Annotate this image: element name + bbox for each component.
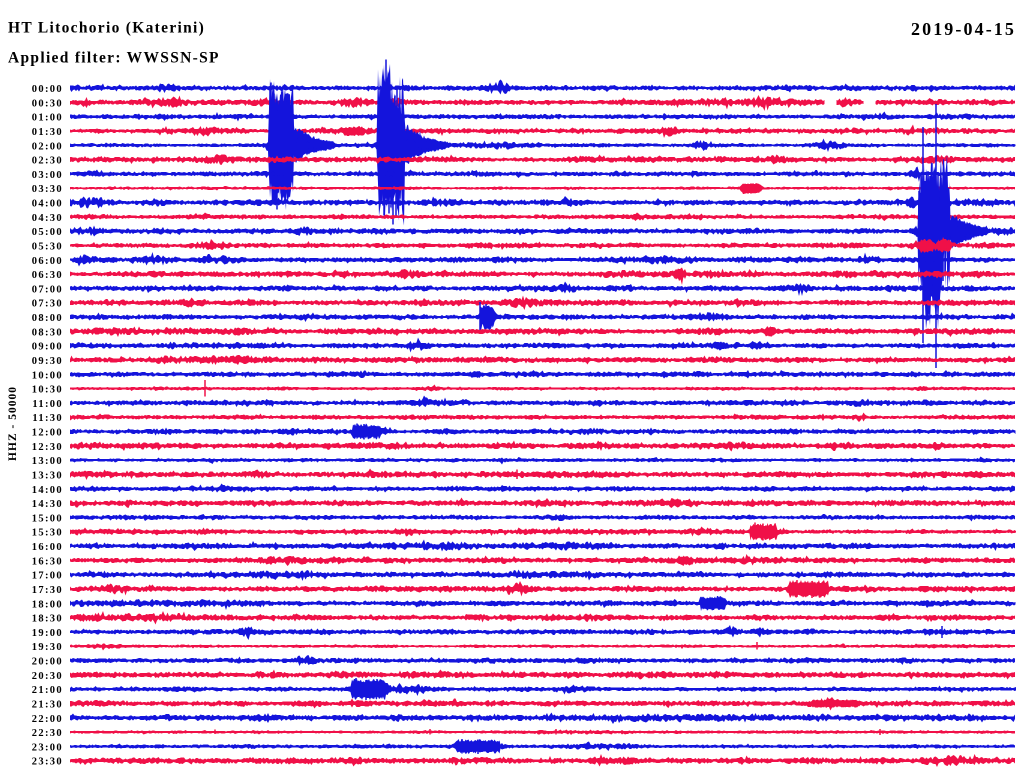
svg-text:22:30: 22:30 (32, 728, 63, 739)
svg-text:02:30: 02:30 (32, 156, 63, 167)
svg-text:14:30: 14:30 (32, 499, 63, 510)
svg-text:04:00: 04:00 (32, 199, 63, 210)
svg-text:08:00: 08:00 (32, 313, 63, 324)
svg-text:13:00: 13:00 (32, 456, 63, 467)
svg-text:15:00: 15:00 (32, 513, 63, 524)
svg-text:04:30: 04:30 (32, 213, 63, 224)
svg-text:2019-04-15: 2019-04-15 (911, 19, 1016, 39)
svg-text:11:30: 11:30 (32, 413, 63, 424)
svg-text:19:00: 19:00 (32, 628, 63, 639)
svg-text:10:30: 10:30 (32, 385, 63, 396)
svg-text:05:30: 05:30 (32, 241, 63, 252)
svg-text:12:00: 12:00 (32, 428, 63, 439)
svg-text:17:30: 17:30 (32, 585, 63, 596)
svg-text:18:00: 18:00 (32, 599, 63, 610)
svg-text:12:30: 12:30 (32, 442, 63, 453)
svg-text:21:00: 21:00 (32, 685, 63, 696)
svg-text:HHZ - 50000: HHZ - 50000 (7, 386, 19, 461)
svg-text:22:00: 22:00 (32, 714, 63, 725)
svg-text:16:30: 16:30 (32, 556, 63, 567)
svg-text:20:30: 20:30 (32, 671, 63, 682)
svg-text:15:30: 15:30 (32, 528, 63, 539)
svg-text:Applied filter: WWSSN-SP: Applied filter: WWSSN-SP (8, 50, 220, 67)
svg-text:21:30: 21:30 (32, 700, 63, 711)
svg-text:03:00: 03:00 (32, 170, 63, 181)
svg-text:00:00: 00:00 (32, 84, 63, 95)
svg-text:03:30: 03:30 (32, 184, 63, 195)
svg-text:23:30: 23:30 (32, 757, 63, 768)
svg-text:13:30: 13:30 (32, 471, 63, 482)
svg-text:08:30: 08:30 (32, 327, 63, 338)
svg-text:09:00: 09:00 (32, 342, 63, 353)
svg-text:06:30: 06:30 (32, 270, 63, 281)
svg-text:20:00: 20:00 (32, 657, 63, 668)
svg-text:02:00: 02:00 (32, 141, 63, 152)
svg-text:23:00: 23:00 (32, 742, 63, 753)
svg-text:19:30: 19:30 (32, 642, 63, 653)
svg-text:18:30: 18:30 (32, 614, 63, 625)
svg-text:16:00: 16:00 (32, 542, 63, 553)
svg-text:07:00: 07:00 (32, 284, 63, 295)
svg-text:10:00: 10:00 (32, 370, 63, 381)
svg-text:HT Litochorio (Katerini): HT Litochorio (Katerini) (8, 20, 205, 37)
svg-text:00:30: 00:30 (32, 98, 63, 109)
svg-text:09:30: 09:30 (32, 356, 63, 367)
svg-text:14:00: 14:00 (32, 485, 63, 496)
svg-text:05:00: 05:00 (32, 227, 63, 238)
svg-text:01:30: 01:30 (32, 127, 63, 138)
svg-text:06:00: 06:00 (32, 256, 63, 267)
svg-text:11:00: 11:00 (32, 399, 63, 410)
svg-text:01:00: 01:00 (32, 113, 63, 124)
svg-text:17:00: 17:00 (32, 571, 63, 582)
svg-text:07:30: 07:30 (32, 299, 63, 310)
